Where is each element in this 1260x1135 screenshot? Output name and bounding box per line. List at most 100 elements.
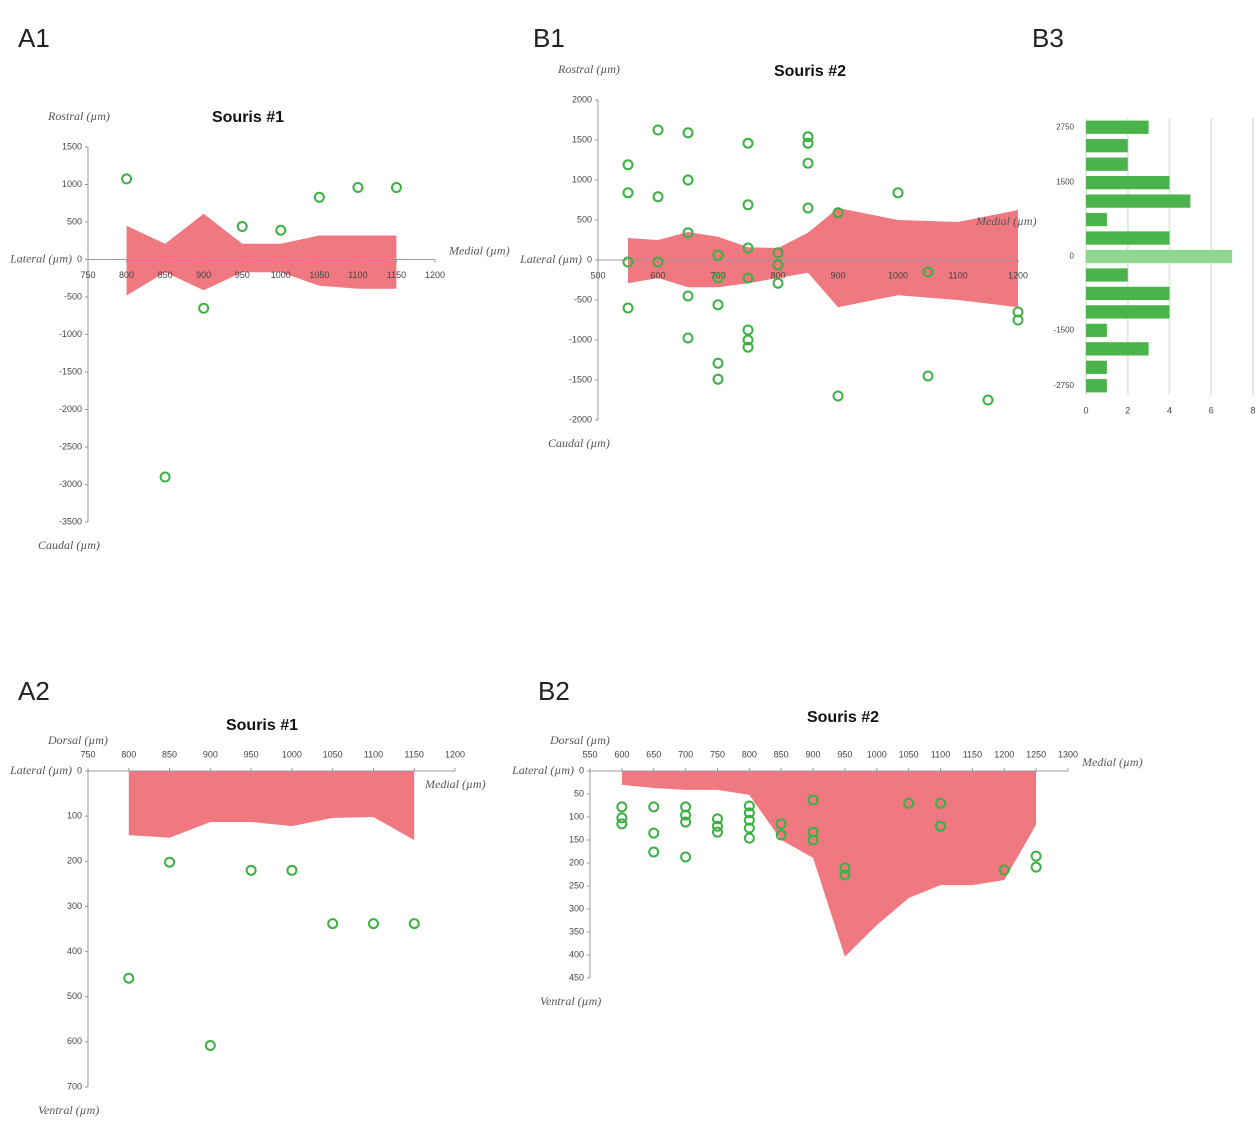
x-tick-label: 1000 [888, 270, 908, 280]
x-tick-label: 750 [80, 749, 95, 759]
y-tick-label: 1000 [62, 179, 82, 189]
y-tick-label: -500 [574, 294, 592, 304]
x-tick-label: 1100 [364, 749, 383, 759]
data-point [622, 302, 634, 314]
chart-title: Souris #2 [807, 709, 879, 726]
data-point [712, 357, 724, 369]
x-axis-label-right: Medial (µm) [1081, 755, 1143, 769]
data-point [807, 794, 819, 806]
data-point [998, 864, 1010, 876]
data-point [652, 191, 664, 203]
bar [1086, 212, 1107, 227]
data-point [652, 256, 664, 268]
y-tick-label: -2500 [59, 441, 82, 451]
x-tick-label: 1050 [899, 749, 919, 759]
y-tick-label: 150 [569, 834, 584, 844]
y-tick-label: 0 [1070, 252, 1075, 261]
panel-label: A2 [18, 676, 50, 706]
data-point [622, 159, 634, 171]
x-tick-label: 1300 [1058, 749, 1078, 759]
y-tick-label: -1500 [1054, 325, 1075, 334]
x-tick-label: 2 [1125, 405, 1130, 415]
data-point [352, 182, 364, 193]
data-point [313, 191, 325, 203]
y-axis-label-bottom: Ventral (µm) [540, 994, 601, 1008]
x-tick-label: 900 [830, 270, 845, 280]
data-point [839, 869, 851, 881]
x-tick-label: 850 [774, 749, 789, 759]
data-point [327, 918, 339, 930]
x-tick-label: 1000 [282, 749, 302, 759]
y-tick-label: -1000 [569, 334, 592, 344]
data-point [367, 918, 379, 930]
x-tick-label: 950 [235, 270, 250, 280]
y-tick-label: -1000 [59, 329, 82, 339]
data-point [832, 390, 844, 402]
x-axis-label-left: Lateral (µm) [519, 252, 582, 266]
data-point [711, 820, 723, 832]
x-tick-label: 1100 [948, 270, 967, 280]
data-point [711, 826, 723, 838]
data-point [802, 137, 814, 149]
panel-label: B2 [538, 676, 570, 706]
bar [1086, 305, 1170, 319]
x-tick-label: 700 [678, 749, 693, 759]
y-tick-label: 100 [569, 811, 584, 821]
x-tick-label: 1050 [323, 749, 343, 759]
data-point [772, 247, 784, 259]
data-point [742, 334, 754, 346]
x-tick-label: 700 [710, 270, 725, 280]
x-axis-label-right: Medial (µm) [424, 777, 486, 791]
data-point [408, 918, 420, 930]
data-point [682, 174, 694, 186]
y-tick-label: -2000 [569, 414, 592, 424]
y-tick-label: -500 [64, 291, 82, 301]
data-point [742, 199, 754, 211]
data-point [616, 812, 628, 824]
y-axis-label-top: Dorsal (µm) [47, 733, 108, 747]
data-point [236, 221, 248, 232]
data-point [164, 856, 176, 868]
data-point [648, 827, 660, 839]
data-point [802, 202, 814, 214]
data-point [743, 807, 755, 819]
x-tick-label: 1000 [271, 270, 291, 280]
x-tick-label: 800 [742, 749, 757, 759]
bar [1086, 120, 1149, 134]
y-tick-label: 700 [67, 1081, 82, 1091]
data-point [622, 256, 634, 268]
y-tick-label: 250 [569, 880, 584, 890]
y-tick-label: 200 [67, 856, 82, 866]
y-tick-label: 1500 [62, 141, 82, 151]
x-tick-label: 850 [158, 270, 173, 280]
data-point [1030, 850, 1042, 862]
x-tick-label: 800 [121, 749, 136, 759]
data-point [775, 829, 787, 841]
y-tick-label: -1500 [569, 374, 592, 384]
range-band [621, 771, 1037, 957]
data-point [1012, 314, 1024, 326]
x-tick-label: 6 [1209, 405, 1214, 415]
bar [1086, 268, 1128, 282]
data-point [903, 797, 915, 809]
y-tick-label: 0 [579, 765, 584, 775]
data-point [198, 302, 210, 314]
data-point [616, 818, 628, 830]
data-point [711, 813, 723, 825]
data-point [275, 224, 287, 236]
data-point [742, 137, 754, 149]
panel-label: B1 [533, 23, 565, 53]
x-tick-label: 900 [196, 270, 211, 280]
data-point [743, 814, 755, 826]
data-point [742, 324, 754, 336]
data-point [648, 846, 660, 858]
y-tick-label: 450 [569, 972, 584, 982]
data-point [286, 864, 298, 876]
data-point [680, 809, 692, 821]
data-point [159, 471, 171, 483]
data-point [922, 370, 934, 382]
x-tick-label: 1150 [405, 749, 424, 759]
bar [1086, 360, 1107, 374]
y-tick-label: 0 [587, 254, 592, 264]
x-axis-label-right: Medial (µm) [975, 214, 1037, 228]
